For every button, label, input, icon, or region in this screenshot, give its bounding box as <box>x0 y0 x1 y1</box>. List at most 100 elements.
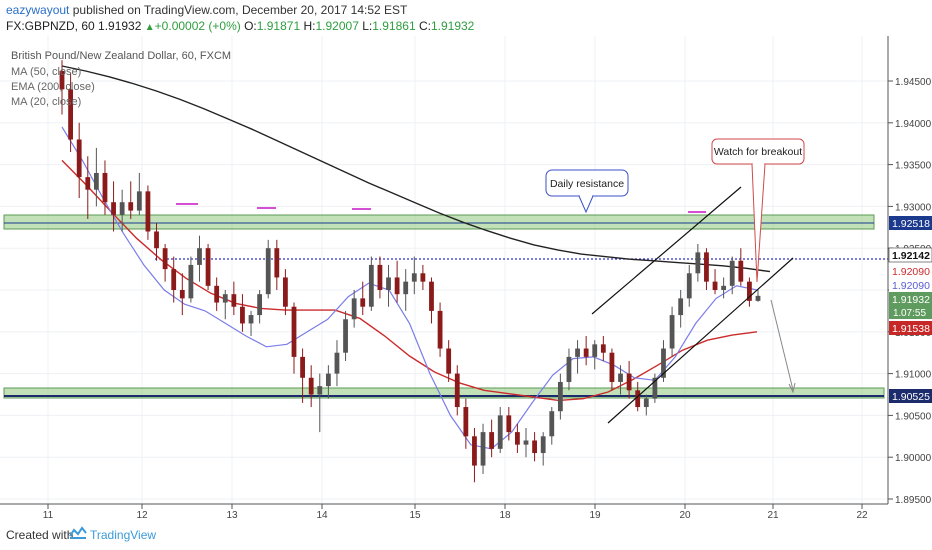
time-axis[interactable]: 11 12 13 14 15 18 19 20 21 22 <box>43 504 868 520</box>
candle-body <box>325 373 331 387</box>
candle-body <box>179 290 185 299</box>
candle-body <box>214 285 220 303</box>
candle-body <box>128 202 134 211</box>
time-tick-label: 13 <box>226 510 238 520</box>
created-with-text: Created with <box>6 528 74 542</box>
candle-body <box>240 306 245 324</box>
candle-body <box>480 432 486 466</box>
candle-body <box>283 277 288 307</box>
price-tick-label: 1.90500 <box>895 411 932 422</box>
legend-ema200[interactable]: EMA (200, close) <box>11 81 95 93</box>
candle-body <box>575 348 580 357</box>
candle-body <box>566 356 572 382</box>
candle-body <box>317 386 323 395</box>
candle-body <box>661 348 666 378</box>
ohlc-line: FX:GBPNZD, 60 1.91932 ▲+0.00002 (+0%) O:… <box>6 19 474 33</box>
ma-50-line[interactable] <box>61 159 758 402</box>
candle-body <box>197 248 202 265</box>
legend-ma50[interactable]: MA (50, close) <box>11 66 81 78</box>
ema-200-line[interactable] <box>61 65 771 273</box>
high-label: H: <box>303 19 316 33</box>
candle-body <box>411 273 417 282</box>
candle-body <box>712 281 718 290</box>
candle-body <box>300 356 305 378</box>
candle-body <box>497 415 503 449</box>
svg-text:1.91538: 1.91538 <box>892 323 930 335</box>
watch-breakout-text: Watch for breakout <box>714 146 802 158</box>
candle-body <box>265 248 271 295</box>
low-value: 1.91861 <box>372 19 416 33</box>
callout-pointer-icon <box>578 195 594 214</box>
candle-body <box>93 172 99 190</box>
svg-text:07:55: 07:55 <box>901 308 926 319</box>
time-tick-label: 19 <box>589 510 601 520</box>
candle-body <box>592 344 598 357</box>
channel-lower-line[interactable] <box>607 257 794 424</box>
candle-body <box>360 298 366 307</box>
tradingview-logo-icon <box>69 526 87 539</box>
legend-ma20[interactable]: MA (20, close) <box>11 96 81 108</box>
up-triangle-icon: ▲ <box>144 22 155 33</box>
footer: Created with TradingView <box>0 520 932 550</box>
price-tick-label: 1.94000 <box>895 119 932 130</box>
candle-body <box>222 294 228 303</box>
price-label-countdown: 1. 07:55 <box>889 306 932 319</box>
resistance-zone[interactable] <box>3 214 875 230</box>
candle-body <box>145 191 151 232</box>
candle-body <box>747 281 752 301</box>
candle-body <box>652 377 658 399</box>
time-tick-label: 22 <box>856 510 868 520</box>
price-change: +0.00002 (+0%) <box>154 19 241 33</box>
price-label-resistance: 1.92518 <box>889 216 932 230</box>
candle-body <box>248 315 254 324</box>
candle-body <box>523 440 529 445</box>
published-text: published on TradingView.com, December 2… <box>72 3 408 17</box>
candle-body <box>420 273 426 282</box>
candle-body <box>678 298 684 316</box>
candle-body <box>506 415 512 433</box>
candle-body <box>635 390 641 408</box>
candle-body <box>446 348 452 374</box>
candle-body <box>136 191 142 211</box>
candles[interactable] <box>59 60 761 483</box>
time-tick-label: 12 <box>136 510 148 520</box>
candle-body <box>755 295 761 301</box>
channel-upper-line[interactable] <box>591 186 742 315</box>
price-label-ema200: 1.92142 <box>888 247 932 263</box>
publish-line: eazywayout published on TradingView.com,… <box>6 3 407 17</box>
candle-body <box>394 277 400 295</box>
candle-body <box>532 440 537 454</box>
legend-title: British Pound/New Zealand Dollar, 60, FX… <box>11 50 231 62</box>
author-link[interactable]: eazywayout <box>6 3 70 17</box>
svg-text:1.: 1. <box>893 308 901 319</box>
candle-body <box>583 348 589 357</box>
candle-body <box>308 377 314 395</box>
candle-body <box>609 352 615 382</box>
price-tick-label: 1.93500 <box>895 161 932 172</box>
tradingview-brand[interactable]: TradingView <box>90 528 157 542</box>
price-tick-label: 1.93000 <box>895 202 932 213</box>
price-tick-label: 1.94500 <box>895 77 932 88</box>
candle-body <box>368 264 374 307</box>
candle-body <box>729 260 735 286</box>
candle-body <box>540 436 546 454</box>
time-tick-label: 15 <box>409 510 421 520</box>
candle-body <box>549 411 555 437</box>
price-label-last: 1.91932 <box>889 292 932 306</box>
price-label-ema-red: 1.91538 <box>889 321 932 335</box>
price-label-ma50: 1.92090 <box>889 264 932 278</box>
candle-body <box>626 373 632 391</box>
price-chart[interactable]: Daily resistance Watch for breakout Brit… <box>0 36 932 520</box>
ma-20-line[interactable] <box>61 126 758 450</box>
open-label: O: <box>244 19 257 33</box>
candle-body <box>59 70 65 90</box>
candle-body <box>188 264 194 299</box>
candle-body <box>386 277 391 290</box>
projection-arrow-line <box>770 299 794 391</box>
high-value: 1.92007 <box>315 19 359 33</box>
candle-body <box>643 398 649 408</box>
support-zone[interactable] <box>3 387 885 399</box>
candle-body <box>274 248 280 278</box>
candle-body <box>437 310 443 349</box>
candle-body <box>171 269 177 290</box>
